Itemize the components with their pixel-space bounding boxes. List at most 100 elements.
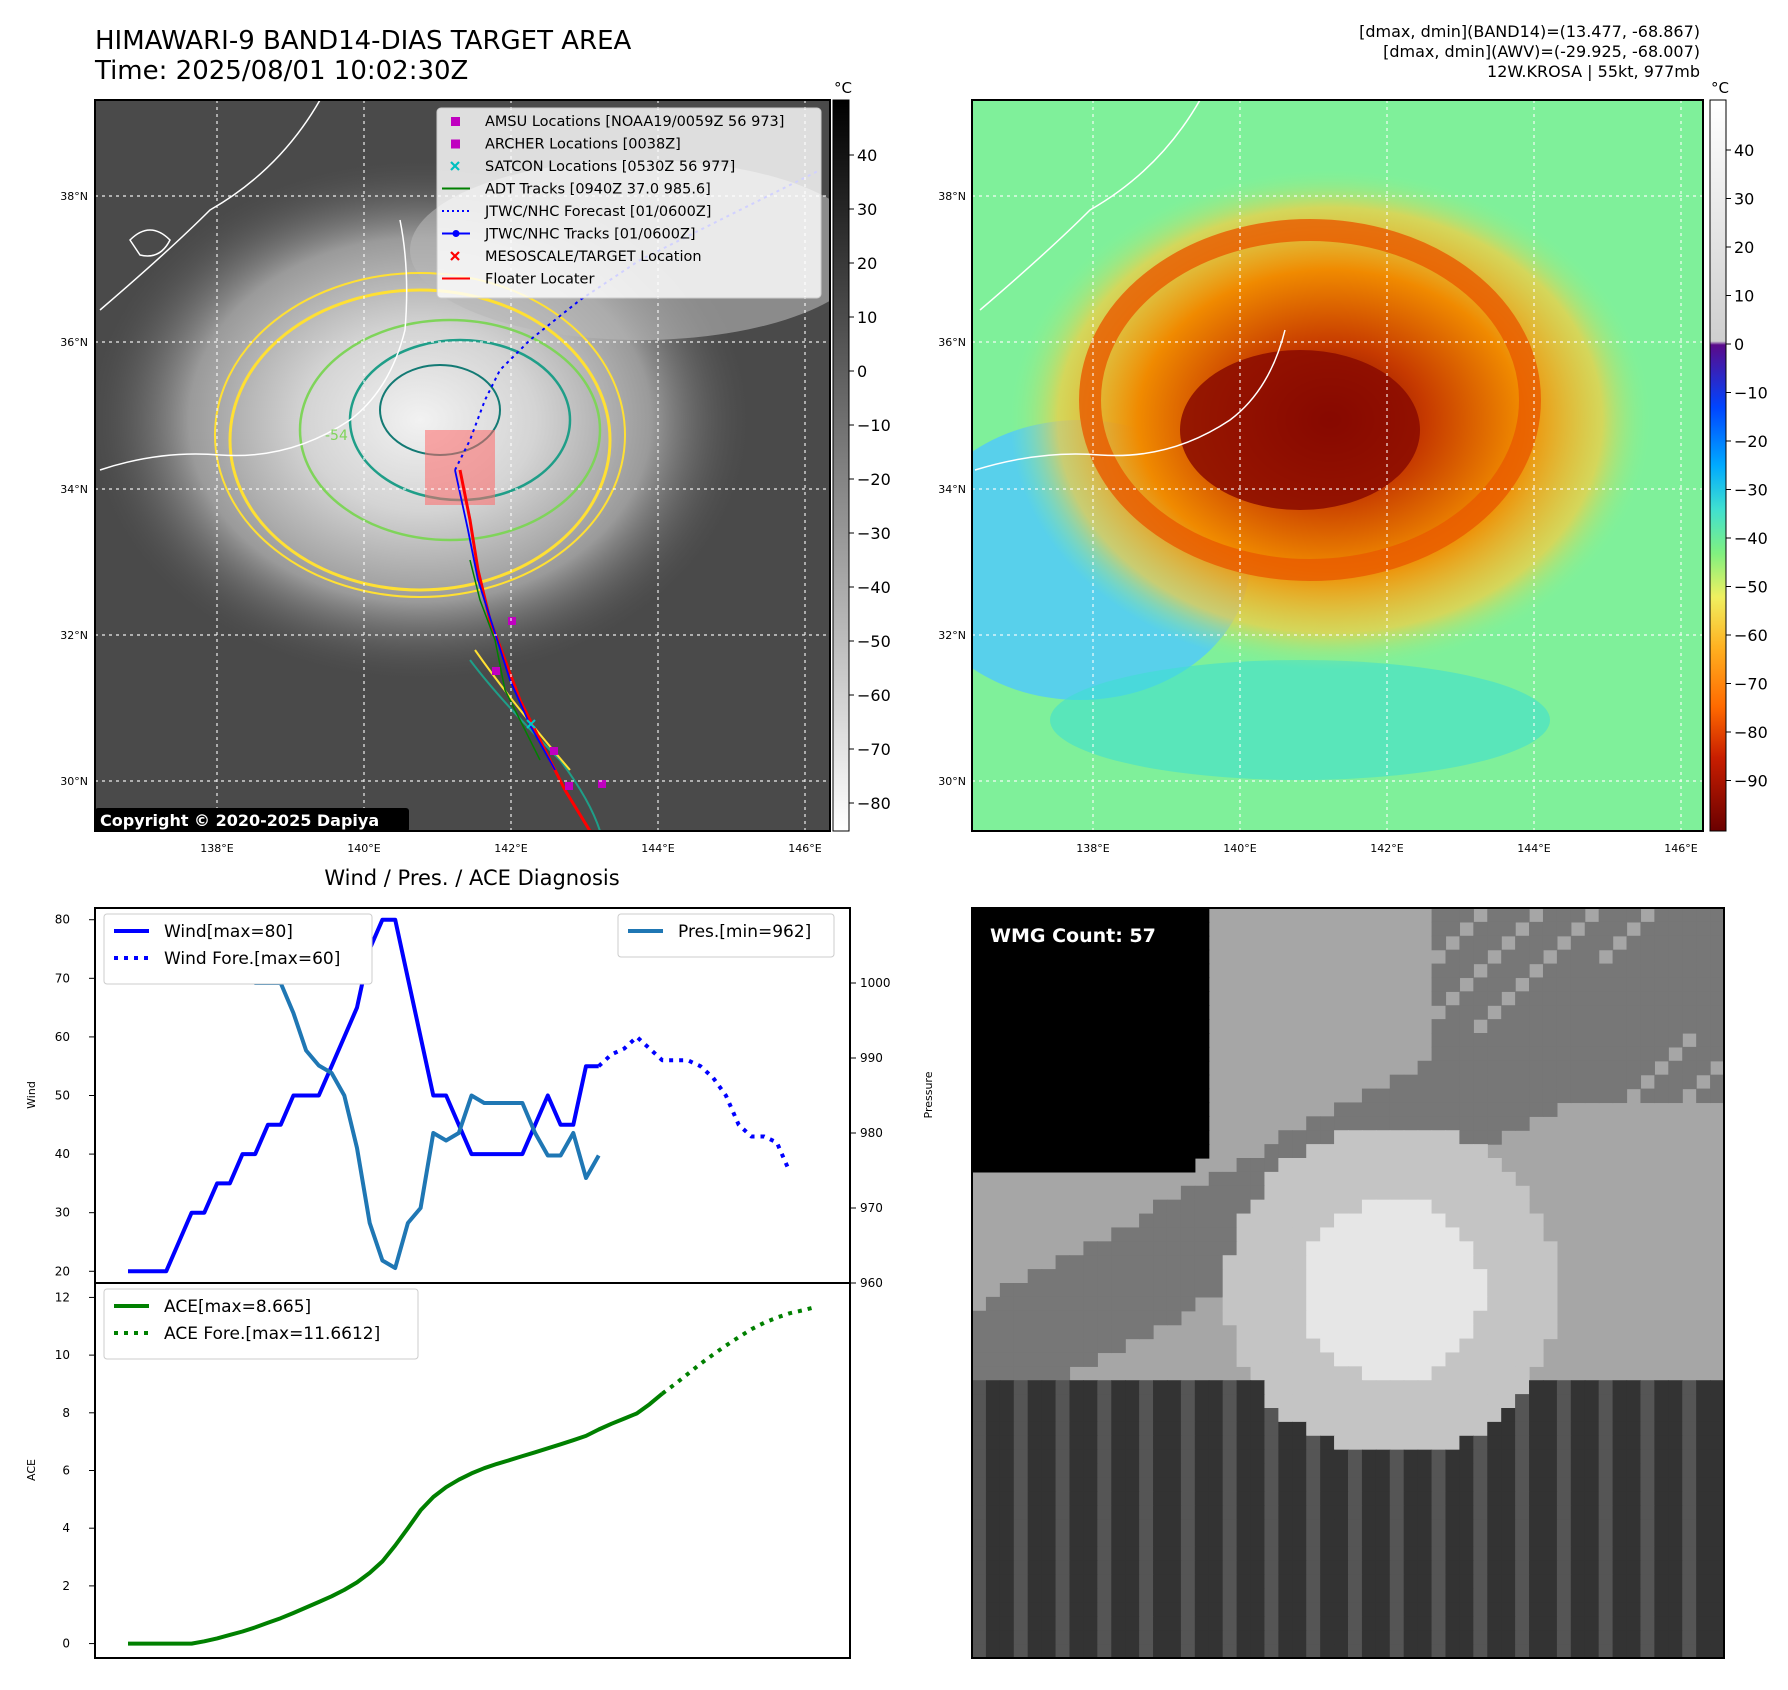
axis-tick-label: 40 xyxy=(55,1147,70,1161)
wmg-cell xyxy=(1584,1394,1600,1409)
wmg-cell xyxy=(1236,1310,1252,1326)
wmg-cell xyxy=(1501,1255,1516,1270)
legend-label: ADT Tracks [0940Z 37.0 985.6] xyxy=(485,182,711,198)
wmg-cell xyxy=(1194,1144,1210,1159)
wmg-cell xyxy=(1640,1588,1655,1604)
wmg-cell xyxy=(1097,977,1112,992)
wmg-cell xyxy=(1459,1033,1474,1048)
wmg-cell xyxy=(1027,1519,1043,1534)
wmg-cell xyxy=(1334,1283,1349,1298)
wmg-cell xyxy=(1542,1560,1558,1576)
wmg-cell xyxy=(1208,1269,1224,1284)
wmg-cell xyxy=(1403,1088,1419,1104)
wmg-cell xyxy=(1041,1144,1057,1159)
wmg-cell xyxy=(1348,1338,1363,1354)
wmg-cell xyxy=(1361,1269,1377,1284)
wmg-cell xyxy=(1487,1019,1502,1034)
wmg-cell xyxy=(1055,1296,1071,1312)
wmg-cell xyxy=(1668,1491,1683,1506)
wmg-cell xyxy=(1013,949,1029,965)
map-legend: AMSU Locations [NOAA19/0059Z 56 973]ARCH… xyxy=(436,107,822,299)
wmg-cell xyxy=(1055,1033,1071,1048)
wmg-cell xyxy=(1584,1574,1600,1590)
wmg-cell xyxy=(1013,1421,1029,1437)
wmg-cell xyxy=(972,1046,987,1062)
wmg-cell xyxy=(999,1463,1015,1479)
wmg-cell xyxy=(1570,1005,1586,1020)
wmg-cell xyxy=(999,1296,1015,1312)
wmg-cell xyxy=(1153,1074,1168,1090)
wmg-cell xyxy=(1487,1421,1502,1437)
colorbar-tick-label: 20 xyxy=(857,254,877,273)
wmg-cell xyxy=(1389,1144,1405,1159)
wmg-cell xyxy=(1445,921,1461,937)
wmg-cell xyxy=(1153,1046,1168,1062)
wmg-cell xyxy=(1264,1519,1279,1534)
wmg-cell xyxy=(1236,1463,1252,1479)
wmg-cell xyxy=(1487,1574,1502,1590)
wmg-cell xyxy=(1361,1352,1377,1367)
wmg-cell xyxy=(1501,1213,1516,1229)
wmg-cell xyxy=(1153,1227,1168,1242)
wmg-cell xyxy=(1194,935,1210,951)
wmg-cell xyxy=(1153,1533,1168,1548)
wmg-cell xyxy=(1459,1255,1474,1270)
wmg-cell xyxy=(1431,963,1447,979)
wmg-cell xyxy=(1361,1477,1377,1492)
wmg-cell xyxy=(1640,921,1655,937)
wmg-cell xyxy=(999,977,1015,992)
wmg-cell xyxy=(1584,1046,1600,1062)
wmg-cell xyxy=(1542,1519,1558,1534)
wmg-cell xyxy=(1584,1408,1600,1423)
wmg-cell xyxy=(1417,1394,1433,1409)
wmg-cell xyxy=(1097,1074,1112,1090)
wmg-cell xyxy=(1361,1463,1377,1479)
wmg-cell xyxy=(1529,1463,1544,1479)
wmg-cell xyxy=(1529,1283,1544,1298)
wmg-cell xyxy=(1264,1199,1279,1215)
wmg-cell xyxy=(1069,1158,1085,1173)
wmg-cell xyxy=(1278,1324,1293,1340)
wmg-cell xyxy=(1501,1227,1516,1242)
wmg-cell xyxy=(1194,1602,1210,1617)
wmg-cell xyxy=(1598,1588,1614,1604)
wmg-cell xyxy=(999,1602,1015,1617)
copyright-text: Copyright © 2020-2025 Dapiya xyxy=(100,811,379,830)
wmg-cell xyxy=(1375,1644,1391,1659)
axis-tick-label: 30 xyxy=(55,1206,70,1220)
wmg-cell xyxy=(1431,1171,1447,1187)
wmg-cell xyxy=(1292,1269,1307,1284)
wmg-cell xyxy=(1194,921,1210,937)
wmg-cell xyxy=(985,1491,1001,1506)
wmg-cell xyxy=(1501,908,1516,923)
wmg-cell xyxy=(1027,1366,1043,1381)
wmg-cell xyxy=(1375,1394,1391,1409)
wmg-cell xyxy=(1612,1616,1628,1631)
wmg-cell xyxy=(1487,1519,1502,1534)
wmg-cell xyxy=(1501,1005,1516,1020)
wmg-cell xyxy=(1389,1102,1405,1117)
wmg-cell xyxy=(1180,1088,1196,1104)
wmg-cell xyxy=(1320,1630,1335,1645)
wmg-cell xyxy=(1710,949,1725,965)
wmg-cell xyxy=(1542,1394,1558,1409)
wmg-cell xyxy=(1250,1380,1266,1395)
wmg-cell xyxy=(1041,1352,1057,1367)
wmg-cell xyxy=(1180,908,1196,923)
wmg-cell xyxy=(1487,1380,1502,1395)
wmg-cell xyxy=(1473,1435,1488,1451)
wmg-cell xyxy=(1570,1546,1586,1562)
wmg-cell xyxy=(1501,1019,1516,1034)
wmg-cell xyxy=(1710,963,1725,979)
wmg-cell xyxy=(1292,1644,1307,1659)
wmg-cell xyxy=(1626,991,1642,1006)
wmg-cell xyxy=(1306,1630,1321,1645)
wmg-cell xyxy=(1682,1546,1697,1562)
wmg-cell xyxy=(1473,1352,1488,1367)
wmg-cell xyxy=(1180,1463,1196,1479)
wmg-cell xyxy=(1487,977,1502,992)
wmg-cell xyxy=(1278,1546,1293,1562)
wmg-cell xyxy=(1668,991,1683,1006)
wmg-cell xyxy=(1083,1394,1098,1409)
wmg-cell xyxy=(1570,991,1586,1006)
